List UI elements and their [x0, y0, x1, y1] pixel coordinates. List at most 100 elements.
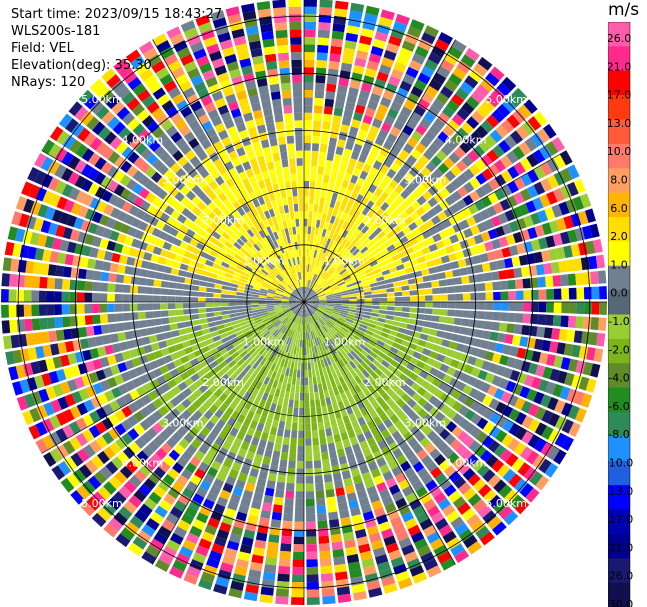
range-gate	[137, 294, 146, 302]
range-gate	[266, 480, 276, 490]
range-gate	[423, 111, 436, 124]
range-gate	[516, 217, 527, 230]
range-gate	[285, 287, 293, 294]
range-gate	[238, 318, 247, 324]
range-gate	[348, 311, 356, 316]
range-gate	[250, 272, 258, 278]
range-gate	[406, 558, 422, 570]
range-gate	[349, 387, 358, 397]
range-gate	[321, 228, 327, 237]
range-gate	[1, 320, 11, 334]
range-gate	[350, 369, 358, 378]
range-gate	[213, 536, 227, 547]
range-gate	[97, 486, 112, 501]
range-gate	[212, 231, 221, 240]
range-gate	[295, 135, 303, 144]
range-gate	[448, 490, 462, 503]
range-gate	[366, 436, 377, 447]
range-gate	[288, 368, 294, 377]
range-gate	[307, 316, 310, 325]
range-gate	[108, 413, 120, 426]
range-gate	[316, 267, 321, 275]
range-gate	[316, 345, 321, 354]
range-gate	[300, 279, 303, 288]
range-gate	[349, 245, 358, 254]
range-gate	[304, 105, 313, 113]
range-gate	[49, 415, 62, 430]
range-gate	[42, 418, 55, 433]
range-gate	[247, 126, 258, 137]
range-gate	[356, 457, 367, 468]
range-gate	[289, 211, 295, 220]
range-gate	[440, 86, 454, 99]
range-gate	[124, 214, 135, 225]
range-gate	[229, 444, 240, 455]
range-gate	[326, 152, 335, 161]
range-gate	[186, 201, 197, 212]
range-gate	[167, 86, 181, 99]
range-gate	[99, 379, 111, 392]
range-gate	[109, 333, 119, 343]
range-gate	[417, 302, 426, 308]
range-gate	[275, 167, 283, 177]
range-gate	[352, 200, 360, 210]
range-gate	[354, 409, 363, 420]
range-gate	[243, 112, 254, 122]
range-gate	[506, 195, 518, 208]
range-gate	[595, 254, 606, 269]
range-gate	[266, 122, 276, 132]
range-gate	[346, 165, 355, 175]
range-gate	[267, 288, 276, 293]
range-gate	[90, 100, 104, 115]
range-gate	[274, 372, 281, 382]
range-gate	[325, 292, 334, 296]
range-gate	[421, 32, 436, 45]
range-gate	[323, 312, 331, 317]
elevation-label: Elevation(deg): 35.30	[11, 58, 152, 73]
range-gate	[242, 243, 250, 252]
range-gate	[540, 161, 553, 176]
colorbar-segment	[608, 46, 630, 72]
range-gate	[270, 371, 277, 380]
range-gate	[365, 219, 375, 229]
range-gate	[462, 168, 475, 181]
range-gate	[70, 452, 84, 467]
range-gate	[455, 302, 464, 309]
range-gate	[246, 318, 255, 324]
range-gate	[560, 315, 569, 328]
range-gate	[64, 253, 74, 266]
range-gate	[543, 262, 553, 275]
range-gate	[203, 174, 214, 185]
range-gate	[392, 320, 401, 327]
range-gate	[228, 290, 237, 295]
range-gate	[100, 324, 110, 334]
range-gate	[442, 237, 452, 247]
range-gate	[296, 302, 304, 305]
range-gate	[242, 222, 250, 232]
range-gate	[341, 470, 352, 480]
range-gate	[445, 138, 458, 151]
range-gate	[179, 125, 191, 137]
range-gate	[62, 226, 73, 240]
range-gate	[205, 127, 217, 138]
range-gate	[467, 328, 477, 337]
range-gate	[414, 217, 424, 227]
range-gate	[41, 139, 55, 155]
range-gate	[330, 269, 338, 277]
range-gate	[217, 104, 229, 116]
range-gate	[269, 137, 278, 147]
range-gate	[339, 268, 347, 275]
range-gate	[297, 272, 301, 280]
range-gate	[518, 254, 529, 266]
range-gate	[302, 294, 304, 302]
range-gate	[34, 170, 47, 185]
range-gate	[91, 236, 102, 248]
range-gate	[294, 265, 298, 273]
range-gate	[463, 396, 475, 408]
range-gate	[95, 84, 110, 99]
range-gate	[477, 369, 488, 381]
range-gate	[124, 359, 135, 370]
range-gate	[127, 151, 140, 164]
range-gate	[334, 201, 342, 210]
range-gate	[216, 344, 226, 352]
